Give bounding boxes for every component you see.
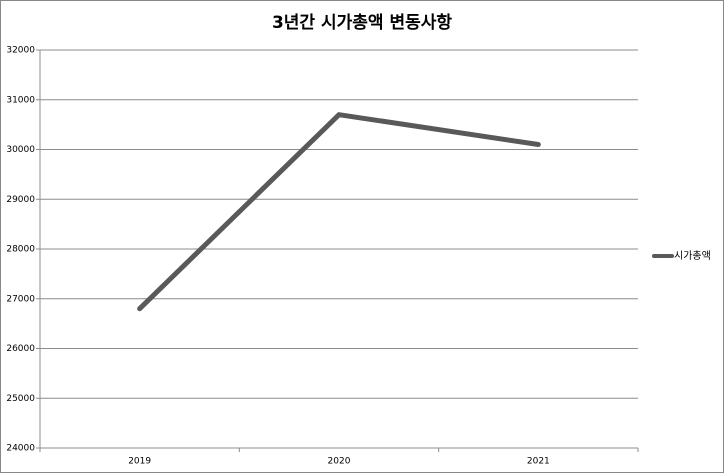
- y-tick-label: 30000: [6, 145, 35, 155]
- x-tick-label: 2019: [128, 457, 151, 467]
- y-tick-label: 26000: [6, 344, 35, 354]
- y-tick-label: 31000: [6, 95, 35, 105]
- y-tick-label: 27000: [6, 294, 35, 304]
- x-tick-label: 2020: [328, 457, 351, 467]
- y-tick-label: 25000: [6, 394, 35, 404]
- legend-text: 시가총액: [674, 250, 711, 262]
- x-tick-label: 2021: [527, 457, 550, 467]
- y-tick-label: 32000: [6, 46, 35, 56]
- series-line: [137, 112, 541, 312]
- y-tick-label: 29000: [6, 195, 35, 205]
- chart-title: 3년간 시가총액 변동사항: [272, 12, 452, 33]
- y-tick-label: 24000: [6, 444, 35, 454]
- y-tick-label: 28000: [6, 245, 35, 255]
